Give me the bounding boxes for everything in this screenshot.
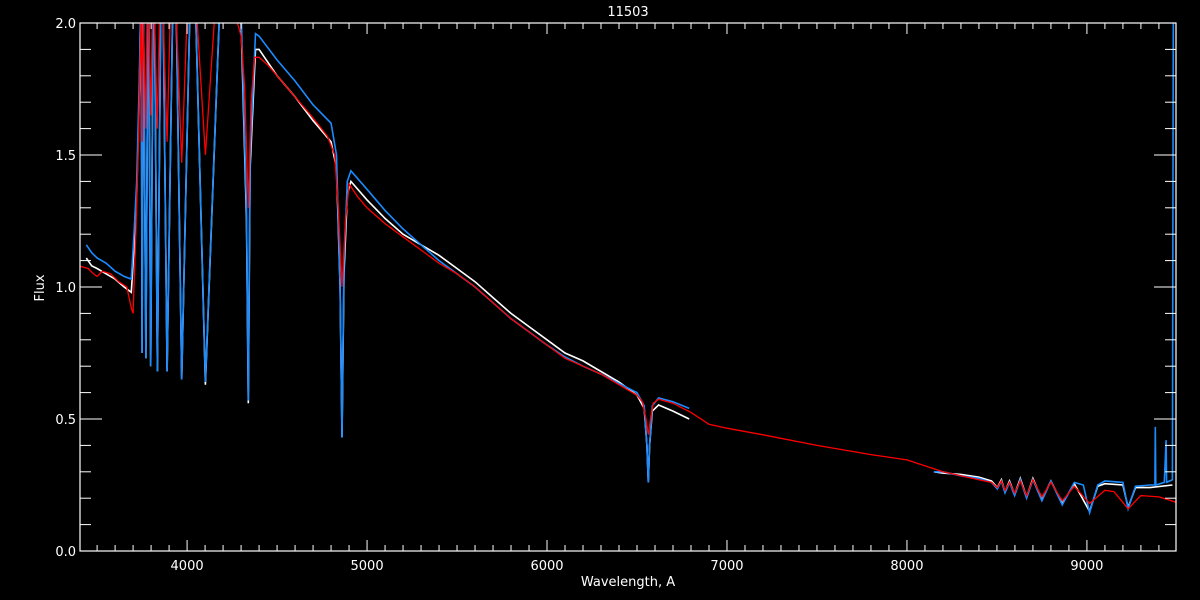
- series-layer: [80, 23, 1176, 516]
- y-tick-label: 1.0: [55, 281, 76, 296]
- x-axis-label: Wavelength, A: [581, 575, 675, 590]
- y-tick-label: 0.0: [55, 545, 76, 560]
- x-tick-label: 7000: [710, 559, 743, 574]
- chart-title: 11503: [607, 5, 648, 20]
- spectrum-series-2-segment-2: [933, 23, 1175, 516]
- spectrum-series-2-segment-1: [85, 23, 690, 483]
- x-tick-label: 9000: [1070, 559, 1103, 574]
- axes: 4000 5000 6000 7000 8000 9000 0.0 0.5 1.0 1.5 2.0: [55, 17, 1177, 574]
- y-axis-label: Flux: [33, 274, 48, 301]
- y-tick-label: 0.5: [55, 413, 76, 428]
- x-tick-label: 6000: [530, 559, 563, 574]
- x-tick-label: 8000: [890, 559, 923, 574]
- y-tick-label: 1.5: [55, 149, 76, 164]
- spectrum-series-3-segment-1: [80, 23, 1176, 510]
- y-tick-label: 2.0: [55, 17, 76, 32]
- x-tick-label: 5000: [351, 559, 384, 574]
- x-tick-label: 4000: [171, 559, 204, 574]
